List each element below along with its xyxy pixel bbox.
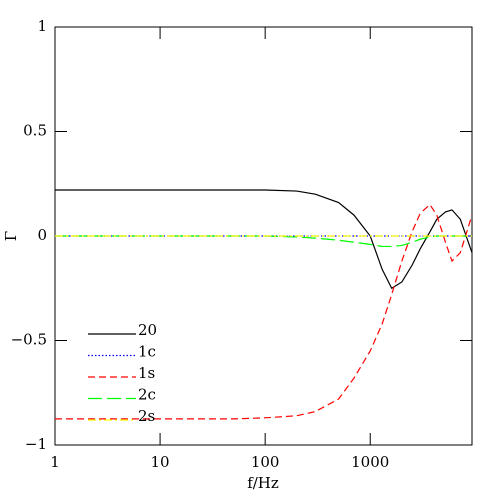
y-tick-label: −0.5 [11, 331, 47, 349]
y-tick-label: −1 [25, 435, 47, 453]
legend-label: 1s [138, 364, 155, 382]
legend-label: 20 [138, 321, 157, 339]
y-tick-label: 0 [37, 226, 47, 244]
x-tick-label: 1 [50, 453, 60, 471]
y-tick-label: 0.5 [23, 122, 47, 140]
y-axis-label: Γ [2, 231, 20, 241]
x-tick-label: 100 [251, 453, 280, 471]
legend-label: 2c [138, 386, 156, 404]
series-line [55, 203, 472, 420]
legend-label: 1c [138, 343, 156, 361]
x-tick-label: 1000 [351, 453, 389, 471]
x-axis-label: f/Hz [247, 474, 279, 492]
y-tick-label: 1 [37, 17, 47, 35]
x-tick-label: 10 [151, 453, 170, 471]
legend-label: 2s [138, 407, 155, 425]
